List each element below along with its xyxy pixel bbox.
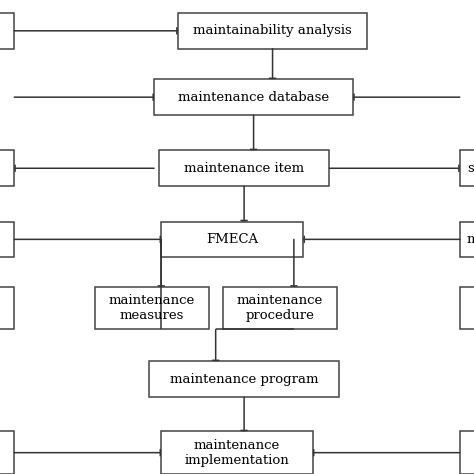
Text: ma: ma	[473, 301, 474, 315]
FancyBboxPatch shape	[0, 13, 14, 49]
FancyBboxPatch shape	[460, 287, 474, 329]
FancyBboxPatch shape	[161, 222, 303, 257]
FancyBboxPatch shape	[460, 222, 474, 257]
FancyBboxPatch shape	[161, 431, 313, 474]
FancyBboxPatch shape	[154, 79, 353, 115]
Text: maintenance database: maintenance database	[178, 91, 329, 104]
FancyBboxPatch shape	[460, 431, 474, 474]
FancyBboxPatch shape	[0, 222, 14, 257]
Text: FMECA: FMECA	[206, 233, 258, 246]
FancyBboxPatch shape	[95, 287, 209, 329]
Text: supp: supp	[467, 162, 474, 175]
FancyBboxPatch shape	[0, 431, 14, 474]
FancyBboxPatch shape	[149, 362, 339, 397]
Text: maintainability analysis: maintainability analysis	[193, 24, 352, 37]
Text: maintenance
procedure: maintenance procedure	[237, 294, 323, 322]
FancyBboxPatch shape	[223, 287, 337, 329]
Text: maintenance item: maintenance item	[184, 162, 304, 175]
FancyBboxPatch shape	[159, 151, 329, 186]
FancyBboxPatch shape	[178, 13, 367, 49]
FancyBboxPatch shape	[460, 151, 474, 186]
FancyBboxPatch shape	[0, 151, 14, 186]
Text: maintenance
measures: maintenance measures	[109, 294, 195, 322]
Text: maintenance program: maintenance program	[170, 373, 319, 386]
FancyBboxPatch shape	[0, 287, 14, 329]
Text: maintenance
implementation: maintenance implementation	[185, 438, 289, 467]
Text: main: main	[467, 233, 474, 246]
